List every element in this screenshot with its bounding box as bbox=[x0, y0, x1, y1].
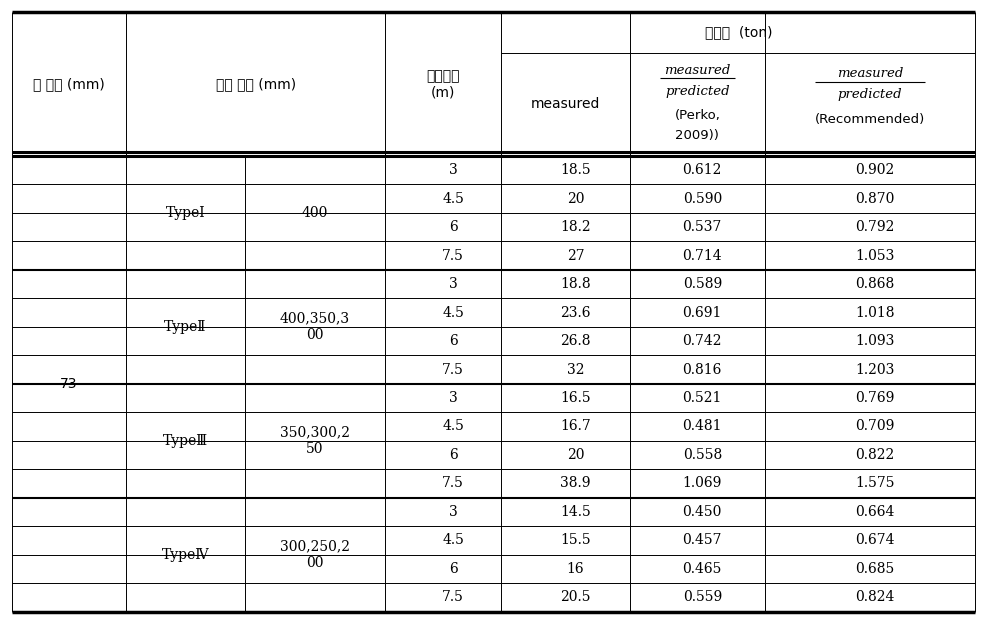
Text: 4.5: 4.5 bbox=[442, 192, 463, 206]
Text: 20: 20 bbox=[566, 448, 584, 462]
Text: 1.203: 1.203 bbox=[855, 363, 893, 376]
Text: TypeⅢ: TypeⅢ bbox=[163, 434, 208, 447]
Text: 0.481: 0.481 bbox=[681, 419, 722, 434]
Text: 0.902: 0.902 bbox=[855, 163, 893, 177]
Text: 지지력  (ton): 지지력 (ton) bbox=[704, 26, 771, 39]
Text: 6: 6 bbox=[449, 562, 457, 576]
Text: 0.870: 0.870 bbox=[855, 192, 893, 206]
Text: 0.465: 0.465 bbox=[682, 562, 721, 576]
Text: 7.5: 7.5 bbox=[442, 476, 463, 490]
Text: TypeⅡ: TypeⅡ bbox=[165, 320, 206, 334]
Text: 7.5: 7.5 bbox=[442, 363, 463, 376]
Text: 20: 20 bbox=[566, 192, 584, 206]
Text: 18.5: 18.5 bbox=[559, 163, 591, 177]
Text: 0.822: 0.822 bbox=[855, 448, 893, 462]
Text: 3: 3 bbox=[449, 505, 457, 519]
Text: TypeⅣ: TypeⅣ bbox=[162, 548, 209, 562]
Text: TypeⅠ: TypeⅠ bbox=[166, 206, 205, 220]
Text: 23.6: 23.6 bbox=[560, 306, 590, 319]
Text: 0.792: 0.792 bbox=[855, 220, 893, 234]
Text: 0.537: 0.537 bbox=[682, 220, 721, 234]
Text: 0.558: 0.558 bbox=[682, 448, 721, 462]
Text: 400: 400 bbox=[302, 206, 327, 220]
Text: 0.691: 0.691 bbox=[682, 306, 721, 319]
Text: 0.590: 0.590 bbox=[682, 192, 721, 206]
Text: 4.5: 4.5 bbox=[442, 419, 463, 434]
Text: 0.816: 0.816 bbox=[682, 363, 721, 376]
Text: 0.450: 0.450 bbox=[682, 505, 721, 519]
Text: 0.868: 0.868 bbox=[855, 277, 893, 291]
Text: 축 직경 (mm): 축 직경 (mm) bbox=[34, 77, 105, 91]
Text: 0.824: 0.824 bbox=[855, 590, 893, 604]
Text: 27: 27 bbox=[566, 248, 584, 263]
Text: 15.5: 15.5 bbox=[559, 534, 591, 547]
Text: 7.5: 7.5 bbox=[442, 248, 463, 263]
Text: 4.5: 4.5 bbox=[442, 306, 463, 319]
Text: 300,250,2: 300,250,2 bbox=[280, 539, 349, 553]
Text: 50: 50 bbox=[306, 442, 323, 456]
Text: 0.521: 0.521 bbox=[682, 391, 721, 405]
Text: 0.709: 0.709 bbox=[855, 419, 893, 434]
Text: 20.5: 20.5 bbox=[560, 590, 590, 604]
Text: 6: 6 bbox=[449, 220, 457, 234]
Text: 3: 3 bbox=[449, 163, 457, 177]
Text: 18.2: 18.2 bbox=[559, 220, 591, 234]
Text: 관입깊이
(m): 관입깊이 (m) bbox=[426, 69, 459, 99]
Text: 0.457: 0.457 bbox=[681, 534, 722, 547]
Text: measured: measured bbox=[530, 97, 599, 111]
Text: 1.093: 1.093 bbox=[855, 334, 893, 348]
Text: 26.8: 26.8 bbox=[560, 334, 590, 348]
Text: 38.9: 38.9 bbox=[560, 476, 590, 490]
Text: 14.5: 14.5 bbox=[559, 505, 591, 519]
Text: (Recommended): (Recommended) bbox=[814, 114, 924, 127]
Text: 0.674: 0.674 bbox=[854, 534, 894, 547]
Text: 00: 00 bbox=[306, 328, 323, 343]
Text: 4.5: 4.5 bbox=[442, 534, 463, 547]
Text: 1.053: 1.053 bbox=[855, 248, 893, 263]
Text: 73: 73 bbox=[60, 377, 78, 391]
Text: 2009)): 2009)) bbox=[674, 129, 719, 142]
Text: measured: measured bbox=[664, 64, 730, 77]
Text: 350,300,2: 350,300,2 bbox=[280, 425, 349, 439]
Text: predicted: predicted bbox=[837, 89, 901, 102]
Text: 1.069: 1.069 bbox=[682, 476, 721, 490]
Text: 16: 16 bbox=[566, 562, 584, 576]
Text: 3: 3 bbox=[449, 391, 457, 405]
Text: 32: 32 bbox=[566, 363, 584, 376]
Text: 0.685: 0.685 bbox=[855, 562, 893, 576]
Text: 1.018: 1.018 bbox=[854, 306, 894, 319]
Text: 16.7: 16.7 bbox=[559, 419, 591, 434]
Text: 00: 00 bbox=[306, 556, 323, 570]
Text: 3: 3 bbox=[449, 277, 457, 291]
Text: 7.5: 7.5 bbox=[442, 590, 463, 604]
Text: 6: 6 bbox=[449, 334, 457, 348]
Text: 400,350,3: 400,350,3 bbox=[279, 311, 350, 325]
Text: predicted: predicted bbox=[665, 85, 729, 99]
Text: 0.559: 0.559 bbox=[682, 590, 721, 604]
Text: 0.589: 0.589 bbox=[682, 277, 721, 291]
Text: 0.742: 0.742 bbox=[681, 334, 722, 348]
Text: 원판 직경 (mm): 원판 직경 (mm) bbox=[215, 77, 296, 91]
Text: measured: measured bbox=[836, 67, 902, 80]
Text: 6: 6 bbox=[449, 448, 457, 462]
Text: 1.575: 1.575 bbox=[854, 476, 894, 490]
Text: (Perko,: (Perko, bbox=[673, 109, 720, 122]
Text: 0.714: 0.714 bbox=[681, 248, 722, 263]
Text: 18.8: 18.8 bbox=[559, 277, 591, 291]
Text: 0.664: 0.664 bbox=[855, 505, 893, 519]
Text: 0.612: 0.612 bbox=[682, 163, 721, 177]
Text: 16.5: 16.5 bbox=[559, 391, 591, 405]
Text: 0.769: 0.769 bbox=[855, 391, 893, 405]
